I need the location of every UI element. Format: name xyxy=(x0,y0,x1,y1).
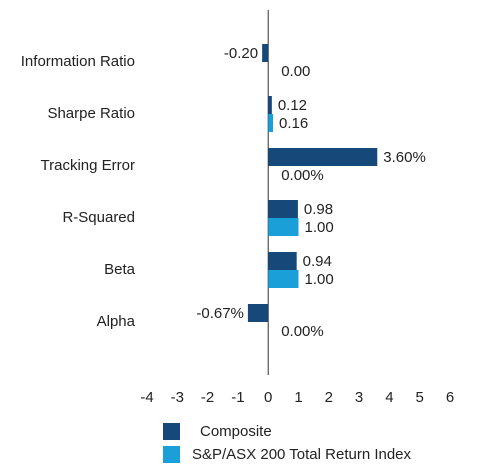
x-tick-label: 5 xyxy=(416,389,424,406)
legend-swatch xyxy=(163,446,180,463)
value-label: 0.00% xyxy=(281,167,324,184)
x-tick-label: 3 xyxy=(355,389,363,406)
category-label: R-Squared xyxy=(62,209,135,226)
value-label: 0.94 xyxy=(303,253,332,270)
bar xyxy=(268,200,298,218)
category-label: Beta xyxy=(104,261,136,278)
bar xyxy=(268,114,274,132)
value-label: 0.16 xyxy=(279,115,308,132)
x-tick-label: 2 xyxy=(325,389,333,406)
value-label: 0.12 xyxy=(278,97,307,114)
value-label: 1.00 xyxy=(305,219,334,236)
legend-label: S&P/ASX 200 Total Return Index xyxy=(192,446,412,463)
value-label: 0.98 xyxy=(304,201,333,218)
x-tick-label: 1 xyxy=(294,389,302,406)
bar xyxy=(262,44,269,62)
x-tick-label: -2 xyxy=(201,389,214,406)
x-tick-label: -3 xyxy=(171,389,184,406)
x-tick-label: 0 xyxy=(264,389,272,406)
value-label: 3.60% xyxy=(383,149,426,166)
category-label: Sharpe Ratio xyxy=(47,105,135,122)
category-label: Tracking Error xyxy=(41,157,135,174)
bar xyxy=(268,96,272,114)
value-label: 1.00 xyxy=(305,271,334,288)
category-label: Alpha xyxy=(97,313,136,330)
x-tick-label: -1 xyxy=(231,389,244,406)
value-label: 0.00% xyxy=(281,323,324,340)
bar xyxy=(247,304,269,322)
legend-label: Composite xyxy=(200,423,272,440)
value-label: -0.67% xyxy=(196,305,244,322)
bar xyxy=(268,218,299,236)
value-label: 0.00 xyxy=(281,63,310,80)
x-tick-label: 4 xyxy=(385,389,393,406)
x-tick-label: 6 xyxy=(446,389,454,406)
value-label: -0.20 xyxy=(224,45,258,62)
bar xyxy=(268,270,299,288)
legend-swatch xyxy=(163,423,180,440)
x-tick-label: -4 xyxy=(140,389,153,406)
bar xyxy=(268,148,378,166)
bar xyxy=(268,252,297,270)
category-label: Information Ratio xyxy=(21,53,135,70)
